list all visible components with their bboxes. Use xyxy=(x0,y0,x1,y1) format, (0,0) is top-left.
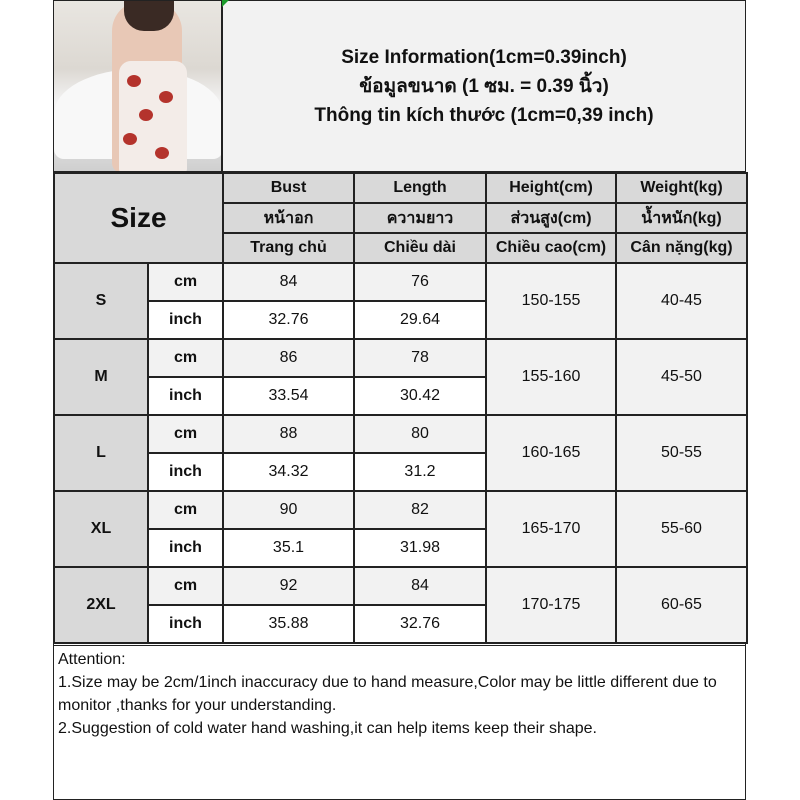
size-label: 2XL xyxy=(53,566,149,644)
height-header: Height(cm) xyxy=(485,172,617,204)
title-vietnamese: Thông tin kích thước (1cm=0,39 inch) xyxy=(314,104,654,126)
height-range: 155-160 xyxy=(485,338,617,416)
bust-inch: 35.1 xyxy=(222,528,355,568)
unit-cm: cm xyxy=(147,566,224,606)
size-table: Size Bust Length Height(cm) Weight(kg) ห… xyxy=(53,172,748,644)
table-row-inch: inch 33.54 30.42 xyxy=(54,376,747,416)
length-header: Length xyxy=(353,172,487,204)
weight-range: 45-50 xyxy=(615,338,748,416)
weight-header: Weight(kg) xyxy=(615,172,748,204)
length-header-vietnamese: Chiều dài xyxy=(353,232,487,264)
length-cm: 76 xyxy=(353,262,487,302)
weight-range: 40-45 xyxy=(615,262,748,340)
size-header: Size xyxy=(53,172,224,264)
unit-inch: inch xyxy=(147,376,224,416)
product-photo xyxy=(53,0,222,172)
bust-header: Bust xyxy=(222,172,355,204)
height-range: 165-170 xyxy=(485,490,617,568)
table-row-inch: inch 35.88 32.76 xyxy=(54,604,747,644)
size-label: L xyxy=(53,414,149,492)
hair-shape xyxy=(124,1,174,31)
length-cm: 84 xyxy=(353,566,487,606)
rose-print xyxy=(139,109,153,121)
title-panel: Size Information(1cm=0.39inch) ข้อมูลขนา… xyxy=(222,0,746,172)
bust-header-thai: หน้าอก xyxy=(222,202,355,234)
height-range: 170-175 xyxy=(485,566,617,644)
table-row-inch: inch 35.1 31.98 xyxy=(54,528,747,568)
length-header-thai: ความยาว xyxy=(353,202,487,234)
height-range: 150-155 xyxy=(485,262,617,340)
unit-cm: cm xyxy=(147,490,224,530)
table-row-cm: XL cm 90 82 165-170 55-60 xyxy=(53,490,748,568)
weight-range: 60-65 xyxy=(615,566,748,644)
height-range: 160-165 xyxy=(485,414,617,492)
size-label: XL xyxy=(53,490,149,568)
bust-header-vietnamese: Trang chủ xyxy=(222,232,355,264)
title-thai: ข้อมูลขนาด (1 ซม. = 0.39 นิ้ว) xyxy=(359,75,609,97)
size-label: M xyxy=(53,338,149,416)
unit-inch: inch xyxy=(147,300,224,340)
bust-cm: 84 xyxy=(222,262,355,302)
table-row-cm: M cm 86 78 155-160 45-50 xyxy=(53,338,748,416)
rose-print xyxy=(155,147,169,159)
rose-print xyxy=(127,75,141,87)
corner-marker xyxy=(222,0,229,7)
attention-note-2: 2.Suggestion of cold water hand washing,… xyxy=(58,720,597,737)
rose-print xyxy=(123,133,137,145)
table-row-cm: S cm 84 76 150-155 40-45 xyxy=(53,262,748,340)
length-inch: 30.42 xyxy=(353,376,487,416)
size-label: S xyxy=(53,262,149,340)
height-header-vietnamese: Chiều cao(cm) xyxy=(485,232,617,264)
unit-cm: cm xyxy=(147,414,224,454)
length-inch: 31.2 xyxy=(353,452,487,492)
unit-inch: inch xyxy=(147,528,224,568)
attention-note-1: 1.Size may be 2cm/1inch inaccuracy due t… xyxy=(58,674,717,714)
table-row-cm: L cm 88 80 160-165 50-55 xyxy=(53,414,748,492)
bust-inch: 35.88 xyxy=(222,604,355,644)
weight-header-thai: น้ำหนัก(kg) xyxy=(615,202,748,234)
table-row-inch: inch 32.76 29.64 xyxy=(54,300,747,340)
bust-cm: 88 xyxy=(222,414,355,454)
bust-inch: 34.32 xyxy=(222,452,355,492)
bust-inch: 32.76 xyxy=(222,300,355,340)
title-english: Size Information(1cm=0.39inch) xyxy=(341,46,627,68)
unit-cm: cm xyxy=(147,262,224,302)
unit-cm: cm xyxy=(147,338,224,378)
table-row-cm: 2XL cm 92 84 170-175 60-65 xyxy=(53,566,748,644)
unit-inch: inch xyxy=(147,604,224,644)
length-inch: 31.98 xyxy=(353,528,487,568)
length-inch: 29.64 xyxy=(353,300,487,340)
weight-header-vietnamese: Cân nặng(kg) xyxy=(615,232,748,264)
length-cm: 80 xyxy=(353,414,487,454)
bust-cm: 90 xyxy=(222,490,355,530)
bust-inch: 33.54 xyxy=(222,376,355,416)
bust-cm: 86 xyxy=(222,338,355,378)
unit-inch: inch xyxy=(147,452,224,492)
floral-dress-shape xyxy=(119,61,187,171)
attention-notes: Attention: 1.Size may be 2cm/1inch inacc… xyxy=(53,645,746,800)
bust-cm: 92 xyxy=(222,566,355,606)
length-cm: 78 xyxy=(353,338,487,378)
weight-range: 50-55 xyxy=(615,414,748,492)
weight-range: 55-60 xyxy=(615,490,748,568)
table-row-inch: inch 34.32 31.2 xyxy=(54,452,747,492)
length-inch: 32.76 xyxy=(353,604,487,644)
length-cm: 82 xyxy=(353,490,487,530)
height-header-thai: ส่วนสูง(cm) xyxy=(485,202,617,234)
rose-print xyxy=(159,91,173,103)
attention-heading: Attention: xyxy=(58,651,126,668)
